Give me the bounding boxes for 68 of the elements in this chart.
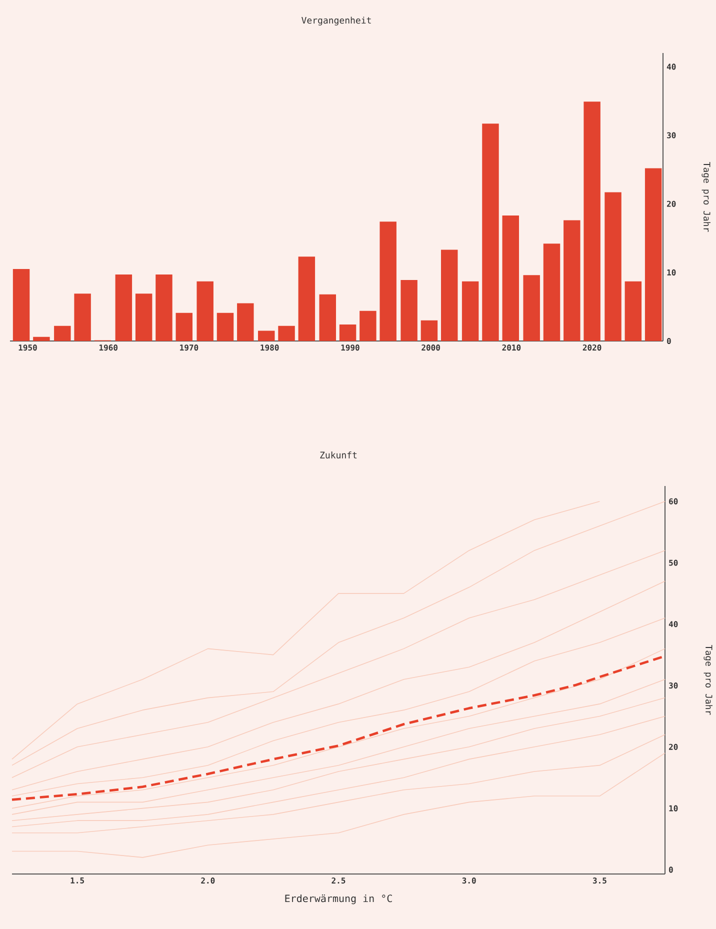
bar <box>258 330 275 341</box>
y-tick-label: 50 <box>669 560 678 566</box>
bar <box>400 280 418 341</box>
chart-title: Zukunft <box>320 452 357 458</box>
line-series <box>12 716 666 828</box>
x-tick-label: 1990 <box>341 344 360 351</box>
line-series <box>12 580 666 790</box>
y-axis-title: Tage pro Jahr <box>702 162 710 232</box>
bar <box>462 281 479 341</box>
x-tick-label: 1950 <box>18 344 37 351</box>
y-tick-label: 10 <box>669 805 678 812</box>
x-tick-label: 1960 <box>99 344 118 351</box>
bar <box>237 303 254 341</box>
bar <box>584 102 600 341</box>
bar <box>420 320 438 341</box>
line-series <box>12 618 666 796</box>
bar <box>360 310 376 341</box>
bar <box>502 216 519 341</box>
bar <box>12 268 30 341</box>
line-series <box>12 734 666 834</box>
y-axis-title: Tage pro Jahr <box>704 644 712 715</box>
chart-title: Vergangenheit <box>302 16 371 26</box>
bar <box>339 324 356 341</box>
y-tick-label: 0 <box>669 866 673 873</box>
x-tick-label: 2010 <box>502 344 521 351</box>
bar <box>523 275 540 341</box>
bar <box>156 274 172 341</box>
y-tick-label: 20 <box>666 200 676 207</box>
bar <box>278 326 295 341</box>
y-tick-label: 10 <box>667 269 676 276</box>
y-tick-label: 60 <box>669 498 678 504</box>
bar <box>115 274 132 341</box>
y-tick-label: 0 <box>667 338 671 344</box>
bar <box>74 294 91 341</box>
y-tick-label: 40 <box>666 64 676 70</box>
line-series <box>12 697 666 821</box>
bar <box>644 168 662 341</box>
x-tick-label: 3.0 <box>462 878 476 884</box>
line-series <box>12 678 666 815</box>
bar <box>298 256 316 341</box>
bar <box>216 312 234 341</box>
bar <box>319 294 336 341</box>
y-tick-label: 30 <box>669 682 678 689</box>
y-tick-label: 40 <box>668 621 678 628</box>
bar <box>604 192 622 341</box>
x-tick-label: 2.5 <box>332 878 346 884</box>
bar <box>135 294 152 341</box>
bar <box>482 124 499 341</box>
bar <box>380 222 396 341</box>
bar <box>624 281 642 341</box>
x-tick-label: 2020 <box>582 344 602 351</box>
x-tick-label: 1.5 <box>70 878 84 884</box>
x-tick-label: 1970 <box>180 344 198 351</box>
bar <box>543 244 560 341</box>
x-axis-title: Erderwärmung in °C <box>285 894 392 904</box>
bar <box>176 312 192 341</box>
x-tick-label: 2.0 <box>201 878 215 884</box>
bar <box>54 326 71 341</box>
y-tick-label: 30 <box>667 132 676 138</box>
line-series <box>12 752 666 858</box>
bar <box>564 220 580 341</box>
bar <box>33 336 50 341</box>
x-tick-label: 2000 <box>422 344 440 351</box>
bar <box>196 281 214 341</box>
bar <box>441 250 458 341</box>
x-tick-label: 3.5 <box>592 878 606 884</box>
x-tick-label: 1980 <box>260 344 279 351</box>
y-tick-label: 20 <box>668 744 678 750</box>
